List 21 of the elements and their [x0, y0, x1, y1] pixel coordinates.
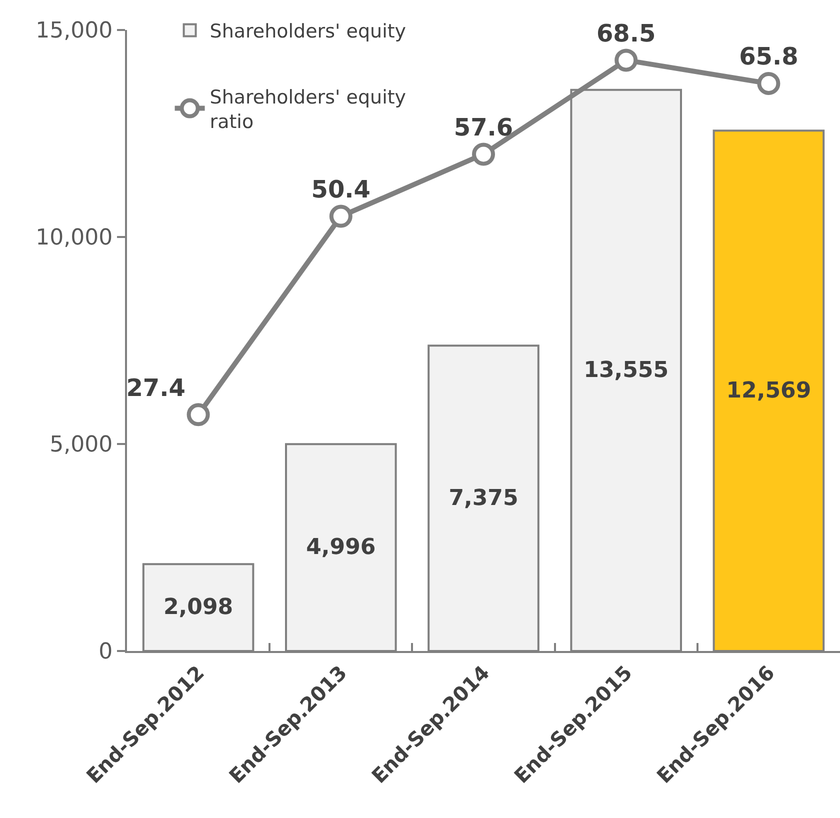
data-label: 13,555: [584, 358, 669, 383]
data-label: 27.4: [126, 374, 186, 402]
data-label: 12,569: [726, 378, 812, 404]
data-label: 4,996: [306, 535, 376, 560]
data-label: 2,098: [164, 595, 234, 620]
point: [472, 142, 495, 166]
y-tick-label: 0: [98, 640, 113, 665]
point: [186, 403, 210, 426]
y-tick-label: 5,000: [50, 432, 113, 458]
data-label: 65.8: [739, 42, 798, 71]
point: [614, 48, 638, 72]
y-tick-label: 15,000: [36, 18, 113, 44]
data-label: 68.5: [596, 19, 656, 48]
data-label: 57.6: [454, 113, 514, 142]
legend-label: Shareholders' equity ratio: [210, 86, 406, 134]
point: [329, 204, 352, 228]
y-tick-label: 10,000: [36, 226, 113, 251]
data-label: 50.4: [311, 175, 371, 204]
legend-label: Shareholders' equity: [210, 20, 406, 43]
data-label: 7,375: [448, 486, 518, 511]
point: [757, 72, 780, 95]
